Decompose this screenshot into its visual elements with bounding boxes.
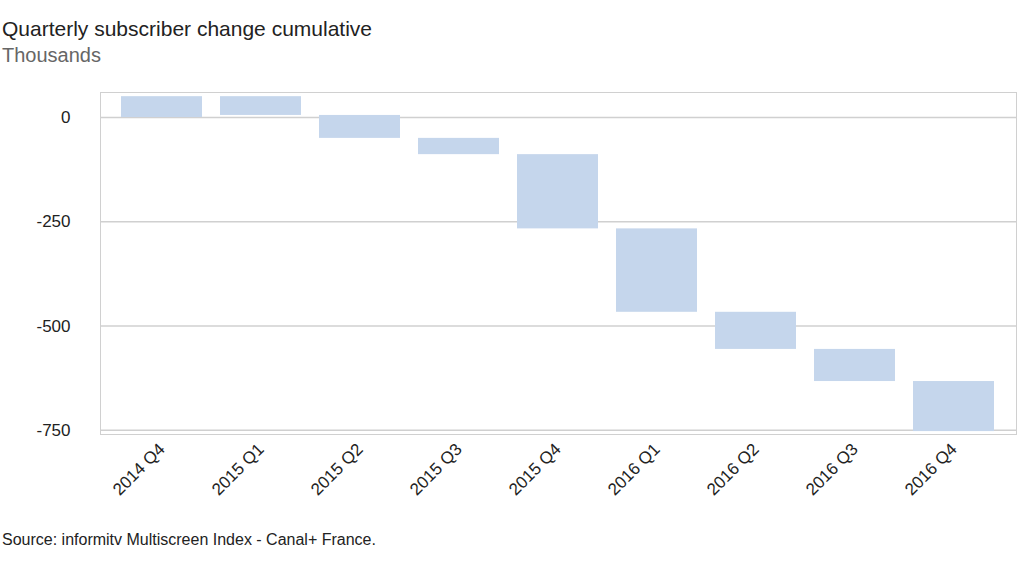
svg-text:-250: -250 [36, 212, 70, 231]
svg-text:2016 Q2: 2016 Q2 [703, 440, 763, 500]
svg-text:2015 Q4: 2015 Q4 [505, 440, 565, 500]
html-text:Source: informitv Multiscreen: Source: informitv Multiscreen Index - Ca… [2, 531, 376, 548]
svg-text:2015 Q1: 2015 Q1 [208, 440, 268, 500]
html-text:Quarterly subscriber change cu: Quarterly subscriber change cumulative [2, 17, 372, 40]
svg-text:2016 Q3: 2016 Q3 [802, 440, 862, 500]
html-text:Thousands: Thousands [2, 44, 101, 66]
svg-text:2016 Q4: 2016 Q4 [901, 440, 961, 500]
svg-text:2015 Q3: 2015 Q3 [406, 440, 466, 500]
svg-text:0: 0 [61, 108, 70, 127]
svg-text:2016 Q1: 2016 Q1 [604, 440, 664, 500]
svg-text:2014 Q4: 2014 Q4 [109, 440, 169, 500]
svg-text:-750: -750 [36, 421, 70, 440]
svg-text:-500: -500 [36, 317, 70, 336]
svg-text:2015 Q2: 2015 Q2 [307, 440, 367, 500]
